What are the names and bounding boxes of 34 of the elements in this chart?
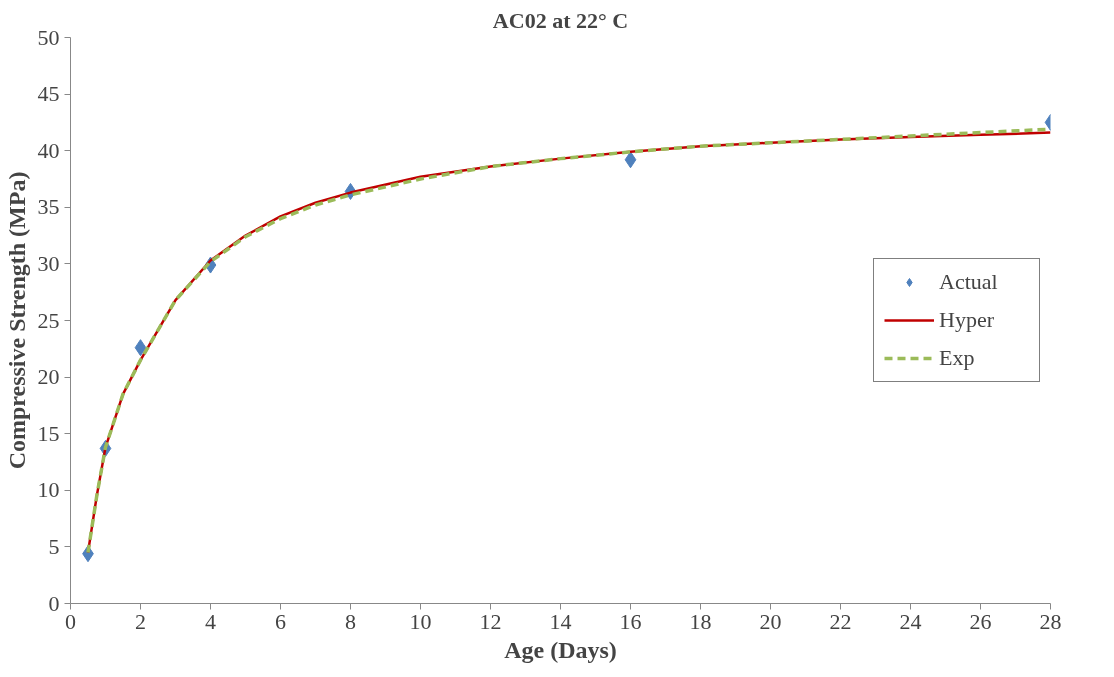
x-tick-label: 14 xyxy=(549,608,572,634)
legend-label: Exp xyxy=(939,345,976,371)
x-tick-label: 16 xyxy=(619,608,642,634)
y-tick-label: 50 xyxy=(37,24,60,50)
chart-title: AC02 at 22° C xyxy=(492,7,629,33)
x-tick-label: 28 xyxy=(1039,608,1062,634)
y-tick-label: 40 xyxy=(37,137,60,163)
y-tick-label: 20 xyxy=(37,364,60,390)
y-tick-label: 5 xyxy=(48,533,60,559)
y-tick-label: 25 xyxy=(37,307,60,333)
y-tick-label: 35 xyxy=(37,194,60,220)
y-tick-label: 15 xyxy=(37,420,60,446)
y-axis-title: Compressive Strength (MPa) xyxy=(3,171,30,470)
x-tick-label: 10 xyxy=(409,608,432,634)
x-tick-label: 18 xyxy=(689,608,712,634)
y-tick-label: 30 xyxy=(37,250,60,276)
x-tick-label: 4 xyxy=(205,608,216,634)
legend-label: Hyper xyxy=(939,307,995,333)
x-tick-label: 2 xyxy=(135,608,146,634)
y-tick-label: 10 xyxy=(37,477,60,503)
y-tick-label: 45 xyxy=(37,81,60,107)
x-tick-label: 8 xyxy=(345,608,356,634)
y-tick-label: 0 xyxy=(48,590,60,616)
x-tick-label: 6 xyxy=(275,608,286,634)
x-tick-label: 0 xyxy=(65,608,76,634)
point xyxy=(134,339,147,357)
x-tick-label: 12 xyxy=(479,608,502,634)
x-tick-label: 20 xyxy=(759,608,782,634)
x-axis-title: Age (Days) xyxy=(504,636,617,663)
x-tick-label: 22 xyxy=(829,608,852,634)
x-tick-label: 26 xyxy=(969,608,992,634)
point xyxy=(624,151,637,169)
x-tick-label: 24 xyxy=(899,608,922,634)
legend-label: Actual xyxy=(939,269,999,295)
